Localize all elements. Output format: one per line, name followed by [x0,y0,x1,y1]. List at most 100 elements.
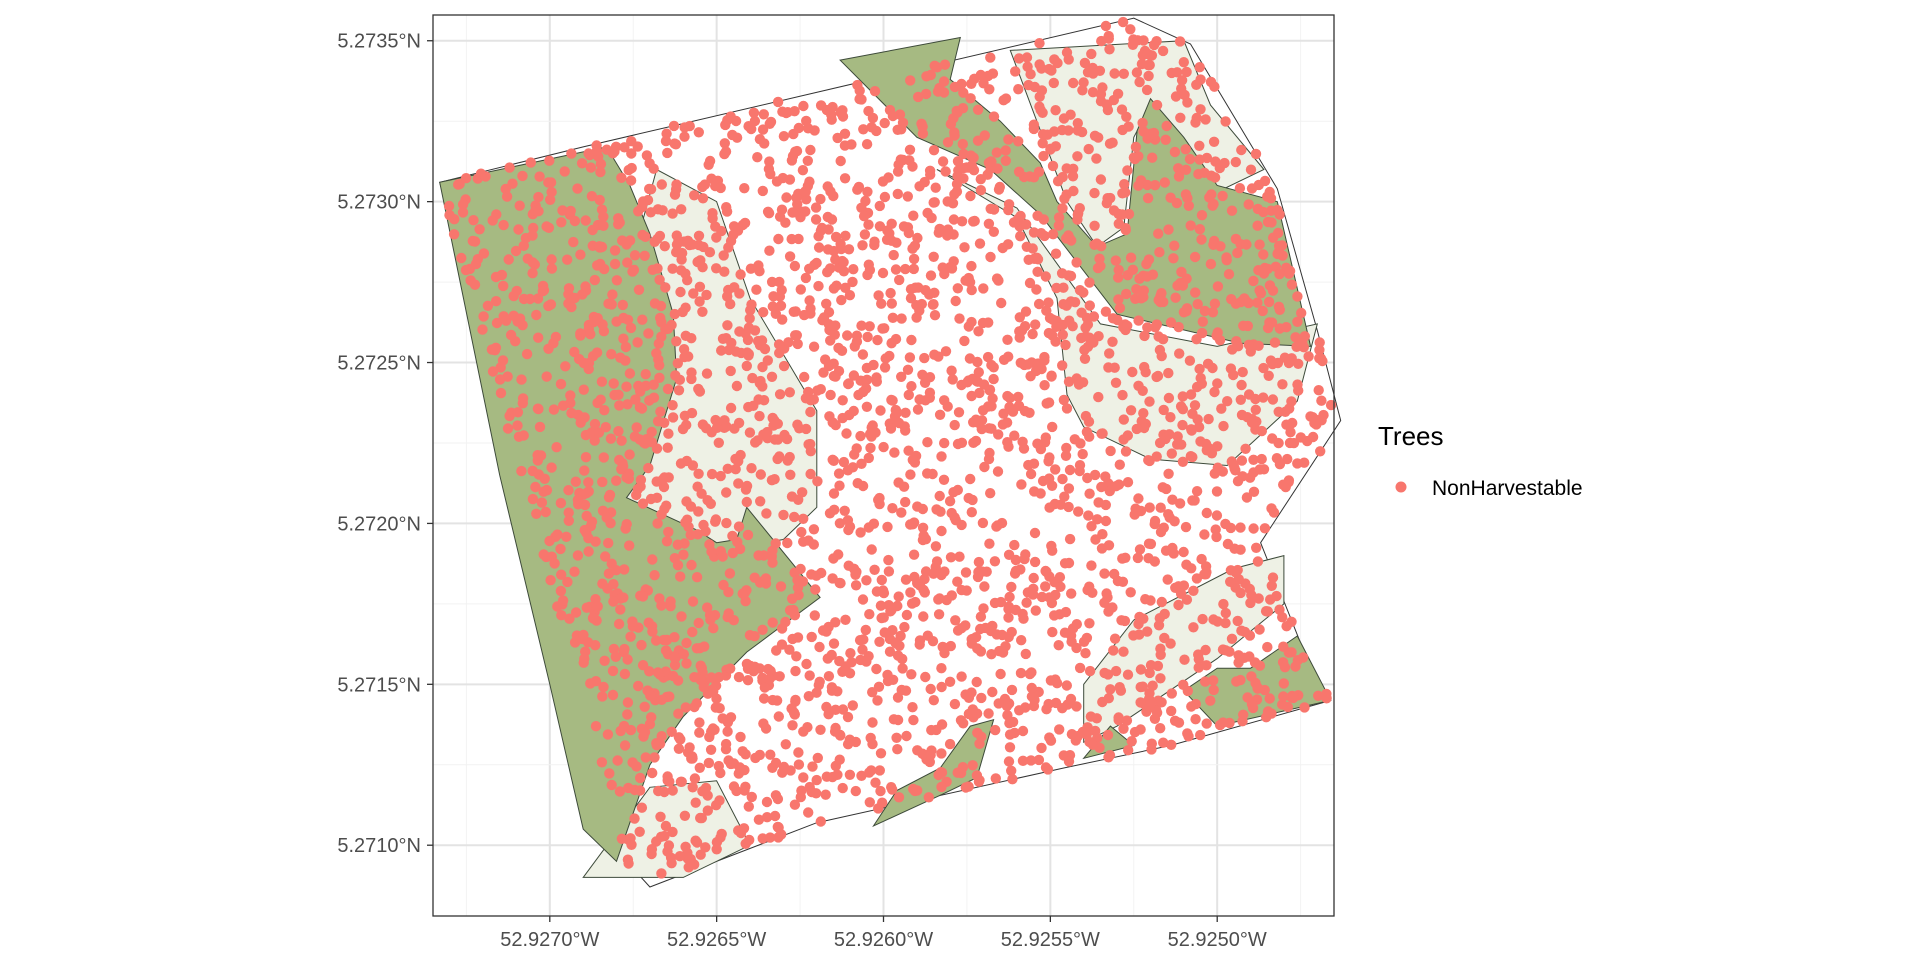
tree-point [1032,266,1043,277]
tree-point [495,362,506,373]
tree-point [1153,294,1164,306]
tree-point [592,601,603,612]
tree-point [648,392,660,403]
tree-point [1226,205,1238,216]
tree-point [912,745,923,756]
tree-point [534,421,546,433]
tree-point [1002,437,1013,448]
tree-point [952,283,963,294]
tree-point [804,295,815,306]
tree-point [985,251,996,263]
tree-point [640,369,651,380]
tree-point [511,285,522,297]
tree-point [908,549,920,560]
tree-point [568,236,579,248]
tree-point [1035,488,1046,499]
tree-point [1102,193,1113,204]
tree-point [791,145,803,157]
x-tick-label: 52.9260°W [834,929,933,951]
tree-point [1238,320,1249,331]
tree-point [812,752,823,764]
tree-point [799,309,810,321]
tree-point [946,590,957,601]
tree-point [675,458,687,469]
tree-point [733,478,744,489]
tree-point [797,165,809,176]
tree-point [648,379,659,390]
tree-point [580,215,591,226]
tree-point [1164,512,1175,523]
tree-point [1205,695,1216,706]
tree-point [934,593,945,604]
tree-point [613,213,624,224]
tree-point [583,477,594,488]
tree-point [687,596,699,607]
tree-point [524,293,536,305]
tree-point [783,337,794,348]
tree-point [828,638,840,649]
tree-point [741,360,752,372]
tree-point [775,300,787,311]
tree-point [842,739,854,750]
tree-point [1235,587,1246,599]
tree-point [1172,431,1183,442]
tree-point [1090,534,1101,545]
tree-point [834,655,845,667]
tree-point [825,335,836,346]
tree-point [563,485,574,496]
tree-point [675,734,686,745]
tree-point [1207,362,1218,374]
tree-point [1095,96,1107,107]
tree-point [1084,300,1096,311]
tree-point [978,603,989,614]
tree-point [1036,742,1047,754]
tree-point [930,541,942,552]
tree-point [1244,472,1256,483]
tree-point [1002,334,1013,345]
tree-point [884,350,895,362]
tree-point [715,182,726,194]
tree-point [784,387,795,398]
tree-point [776,284,787,296]
tree-point [1115,685,1127,696]
tree-point [918,584,929,596]
tree-point [691,698,702,709]
tree-point [540,506,551,518]
tree-point [933,351,944,362]
tree-point [707,723,719,734]
tree-point [1286,279,1298,290]
tree-point [570,476,581,487]
tree-point [1277,379,1288,390]
tree-point [665,852,677,863]
tree-point [857,594,869,605]
tree-point [639,727,651,738]
tree-point [1278,678,1290,689]
tree-point [973,326,984,337]
tree-point [967,760,978,771]
tree-point [1006,765,1017,776]
tree-point [1047,545,1058,556]
tree-point [762,426,773,438]
tree-point [939,268,950,280]
tree-point [784,644,795,655]
tree-point [1151,451,1162,462]
tree-point [655,406,666,417]
tree-point [806,631,817,643]
tree-point [489,345,501,356]
tree-point [855,654,866,666]
tree-point [621,381,632,392]
tree-point [594,194,605,206]
tree-point [1325,399,1337,411]
tree-point [1273,240,1285,252]
tree-point [1046,371,1057,382]
tree-point [922,207,933,219]
tree-point [1288,692,1299,704]
tree-point [805,468,816,480]
tree-point [1107,336,1118,347]
tree-point [1102,729,1114,741]
tree-point [510,245,522,257]
tree-point [667,263,678,274]
tree-point [605,433,617,444]
tree-point [1065,693,1077,705]
tree-point [1104,485,1116,497]
